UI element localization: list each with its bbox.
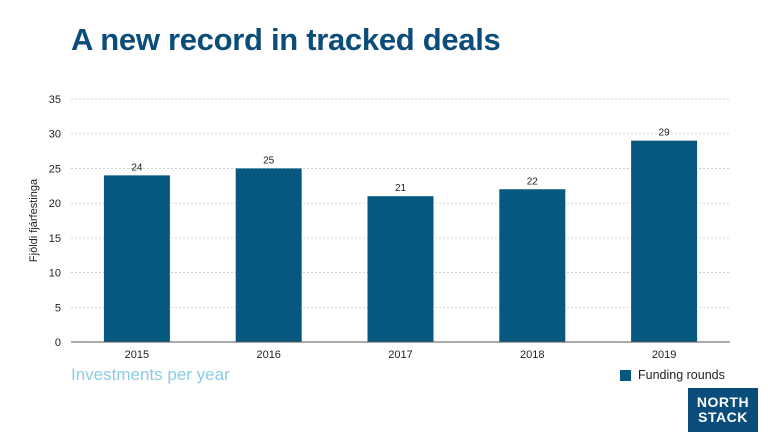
data-label: 22 <box>527 176 539 187</box>
chart-title: A new record in tracked deals <box>71 22 501 57</box>
legend-label: Funding rounds <box>638 368 725 382</box>
y-tick-label: 25 <box>49 163 61 175</box>
bar <box>499 189 566 342</box>
y-tick-label: 10 <box>49 268 61 280</box>
x-tick-label: 2016 <box>256 349 280 361</box>
x-tick-label: 2018 <box>520 349 544 361</box>
x-tick-label: 2015 <box>125 349 149 361</box>
legend-swatch <box>620 369 631 381</box>
y-axis-label: Fjöldi fjárfestinga <box>28 178 40 262</box>
data-label: 21 <box>395 183 407 194</box>
y-tick-label: 15 <box>49 233 61 245</box>
data-label: 29 <box>659 128 671 139</box>
northstack-logo: NORTH STACK <box>688 388 758 432</box>
y-tick-label: 5 <box>55 302 61 314</box>
legend: Funding rounds <box>620 368 725 382</box>
data-label: 24 <box>131 162 143 173</box>
chart-subtitle: Investments per year <box>71 365 230 384</box>
bar <box>235 168 302 342</box>
x-tick-label: 2017 <box>388 349 412 361</box>
bar <box>367 196 434 342</box>
y-tick-label: 30 <box>49 129 61 141</box>
logo-line-1: NORTH <box>696 394 750 410</box>
y-tick-label: 0 <box>55 337 61 349</box>
logo-line-2: STACK <box>698 409 748 425</box>
bar <box>103 175 170 342</box>
x-tick-label: 2019 <box>652 349 676 361</box>
y-tick-label: 35 <box>49 94 61 106</box>
data-label: 25 <box>263 155 275 166</box>
y-tick-label: 20 <box>49 198 61 210</box>
bar <box>631 140 698 342</box>
